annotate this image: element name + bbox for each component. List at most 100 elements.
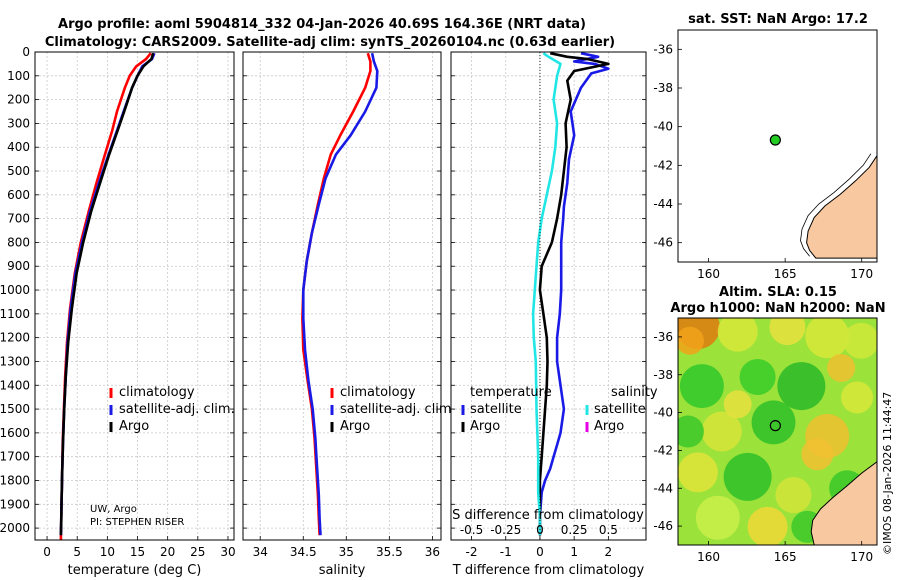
temperature-x-tick-label: 5	[73, 545, 81, 559]
temperature-x-tick-label: 10	[100, 545, 115, 559]
sst_map-lat-tick-label: -44	[653, 197, 673, 211]
difference-legend-label-t-satellite: satellite	[470, 402, 522, 417]
credit-line1: UW, Argo	[90, 504, 137, 515]
argo-float-location-marker	[769, 420, 781, 432]
timestamp-label: ©IMOS 08-Jan-2026 11:44:47	[881, 392, 894, 555]
sla-anomaly-patch	[827, 353, 856, 382]
sst_map-lon-tick-label: 160	[697, 267, 720, 281]
temperature-x-tick-label: 30	[220, 545, 235, 559]
salinity-axes-frame	[242, 51, 442, 541]
salinity-series-satellite	[301, 52, 379, 536]
sla-anomaly-patch	[678, 415, 704, 448]
sla_map-lat-tick-label: -38	[653, 368, 673, 382]
temperature-x-tick-label: 15	[130, 545, 145, 559]
temperature-profile-panel: 0100200300400500600700800900100011001200…	[0, 45, 236, 578]
depth-tick-label: 300	[7, 116, 30, 130]
difference-series-t-argo	[538, 51, 610, 536]
sla-anomaly-patch	[723, 452, 772, 501]
depth-tick-label: 900	[7, 259, 30, 273]
sla-anomaly-patch	[841, 381, 874, 414]
depth-tick-label: 800	[7, 235, 30, 249]
salinity-x-tick-label: 35.5	[376, 545, 403, 559]
sla_map-lat-tick-label: -36	[653, 330, 673, 344]
difference-x-tick-label: -1	[500, 545, 512, 559]
sst-map-title: sat. SST: NaN Argo: 17.2	[688, 12, 868, 27]
new-zealand-land	[810, 461, 877, 545]
depth-tick-label: 1200	[0, 331, 30, 345]
difference-legend-label-t-argo: Argo	[470, 419, 500, 434]
depth-tick-label: 0	[22, 45, 30, 59]
depth-tick-label: 2000	[0, 521, 30, 535]
sla_map-lat-tick-label: -40	[653, 406, 673, 420]
difference-x-tick-label: -2	[466, 545, 478, 559]
depth-tick-label: 1400	[0, 378, 30, 392]
depth-tick-label: 400	[7, 140, 30, 154]
sla-map-title-line1: Altim. SLA: 0.15	[719, 285, 837, 300]
difference-profile-panel: -2 -1 0 1 2 T difference from climatology S di…	[450, 51, 658, 578]
temperature-axes-frame	[34, 51, 235, 541]
difference-axes-frame	[450, 51, 647, 541]
salinity-difference-axis-label: S difference from climatology	[452, 508, 644, 523]
depth-tick-label: 1800	[0, 473, 30, 487]
salinity-difference-tick-label: -0.5	[460, 523, 483, 537]
credit-line2: PI: STEPHEN RISER	[90, 517, 184, 528]
depth-tick-label: 1600	[0, 426, 30, 440]
temperature-x-tick-label: 25	[190, 545, 205, 559]
temperature-x-tick-label: 0	[43, 545, 51, 559]
sla-anomaly-patch	[751, 400, 796, 445]
salinity-x-tick-label: 34	[253, 545, 268, 559]
sla_map-lon-tick-label: 160	[697, 550, 720, 564]
salinity-legend-label-satellite: satellite-adj. clim.	[340, 402, 456, 417]
figure-title-line1: Argo profile: aoml 5904814_332 04-Jan-20…	[58, 17, 586, 32]
sla_map-lat-tick-label: -42	[653, 443, 673, 457]
salinity-difference-tick-label: 0.5	[599, 523, 618, 537]
depth-tick-label: 600	[7, 188, 30, 202]
sla-map-title-line2: Argo h1000: NaN h2000: NaN	[670, 301, 885, 316]
salinity-legend-label-climatology: climatology	[340, 385, 416, 400]
difference-x-axis-label: T difference from climatology	[452, 563, 645, 578]
sla-anomaly-patch	[678, 326, 704, 355]
depth-tick-label: 1000	[0, 283, 30, 297]
temperature-plot-area	[35, 52, 234, 540]
temperature-x-axis-label: temperature (deg C)	[68, 563, 202, 578]
depth-tick-label: 1100	[0, 307, 30, 321]
difference-series-t-satellite	[538, 51, 610, 536]
sst_map-lat-tick-label: -42	[653, 158, 673, 172]
depth-tick-label: 1700	[0, 450, 30, 464]
bathymetry-contour	[800, 153, 872, 257]
sla-anomaly-patch	[695, 495, 740, 540]
sla-anomaly-patch	[805, 318, 850, 359]
salinity-difference-tick-label: 0.25	[561, 523, 588, 537]
argo-float-location-marker	[769, 134, 781, 146]
difference-x-tick-label: 0	[536, 545, 544, 559]
salinity-profile-panel: 34 34.5 35 35.5 36 salinity climatology satelli…	[242, 51, 456, 578]
difference-x-tick-label: 1	[570, 545, 578, 559]
depth-tick-label: 700	[7, 212, 30, 226]
temperature-x-tick-label: 20	[160, 545, 175, 559]
difference-legend-temperature-title: temperature	[470, 385, 552, 400]
temperature-legend-label-climatology: climatology	[119, 385, 195, 400]
new-zealand-land	[806, 154, 878, 259]
sla-anomaly-patch	[775, 477, 812, 514]
figure-title-line2: Climatology: CARS2009. Satellite-adj cli…	[45, 35, 615, 50]
sst_map-lon-tick-label: 170	[850, 267, 873, 281]
temperature-legend-label-satellite: satellite-adj. clim.	[119, 402, 235, 417]
difference-plot-area	[451, 52, 646, 540]
salinity-x-tick-label: 34.5	[290, 545, 317, 559]
sst_map-lat-tick-label: -36	[653, 42, 673, 56]
depth-tick-label: 100	[7, 69, 30, 83]
sla-anomaly-patch	[801, 438, 834, 471]
difference-legend-label-s-argo_salinity: Argo	[594, 419, 624, 434]
sla-anomaly-patch	[678, 452, 718, 493]
depth-tick-label: 1300	[0, 354, 30, 368]
depth-tick-label: 200	[7, 93, 30, 107]
sst_map-lat-tick-label: -46	[653, 236, 673, 250]
depth-tick-label: 500	[7, 164, 30, 178]
salinity-x-tick-label: 35	[339, 545, 354, 559]
salinity-difference-tick-label: 0	[536, 523, 544, 537]
sla-anomaly-patch	[717, 318, 758, 352]
difference-x-tick-label: 2	[605, 545, 613, 559]
sla-anomaly-patch	[739, 359, 776, 396]
sst_map-map-frame	[677, 29, 878, 263]
